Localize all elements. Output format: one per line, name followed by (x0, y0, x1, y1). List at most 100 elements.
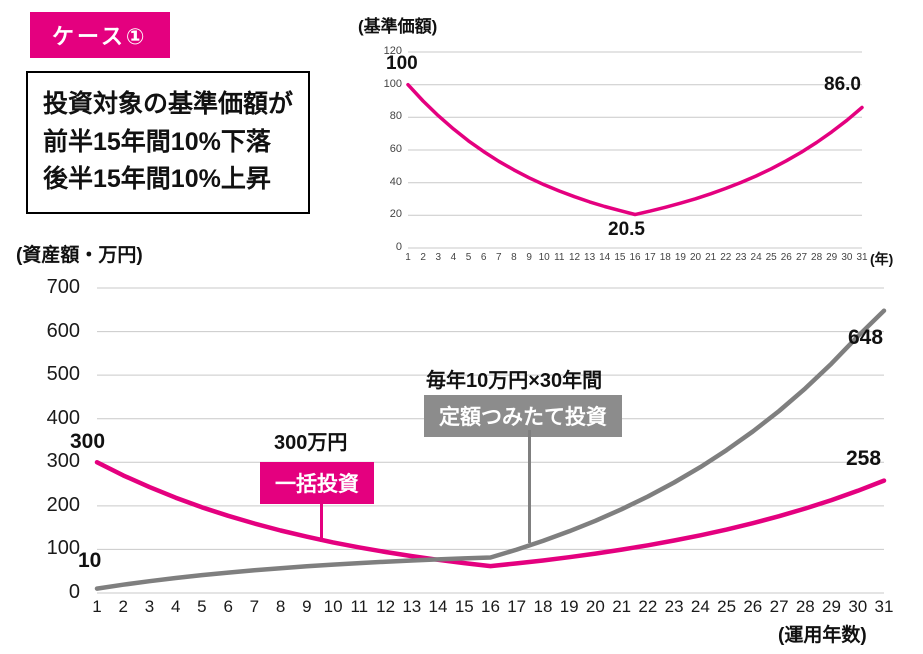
x-tick-label: 21 (612, 597, 632, 616)
installment-start-value: 10 (78, 549, 102, 572)
y-tick-label: 100 (383, 77, 402, 90)
y-tick-label: 600 (46, 319, 80, 342)
y-tick-label: 500 (46, 363, 80, 386)
x-tick-label: 20 (585, 597, 605, 616)
asset-chart-plot (94, 287, 887, 594)
x-tick-label: 4 (450, 252, 457, 263)
x-tick-label: 16 (481, 597, 500, 616)
asset-chart-svg (94, 287, 887, 594)
x-tick-label: 24 (750, 252, 762, 263)
x-tick-label: 10 (323, 597, 343, 616)
x-tick-label: 25 (717, 597, 737, 616)
x-tick-label: 28 (795, 597, 815, 616)
x-tick-label: 14 (599, 252, 611, 263)
x-tick-label: 17 (644, 252, 656, 263)
x-tick-label: 31 (856, 252, 868, 263)
asset-chart-x-axis-label: (運用年数) (778, 625, 867, 646)
x-tick-label: 22 (720, 252, 732, 263)
x-tick-label: 14 (428, 597, 448, 616)
x-tick-label: 28 (811, 252, 823, 263)
x-tick-label: 17 (507, 597, 527, 616)
y-tick-label: 100 (46, 537, 80, 560)
x-tick-label: 6 (480, 252, 487, 263)
asset-chart-y-axis: 0 100 200 300 400 500 600 700 (20, 276, 80, 603)
nav-chart-x-axis-label: (年) (870, 251, 894, 267)
lump-sum-start-value: 300 (70, 430, 106, 453)
description-line-1: 投資対象の基準価額が (43, 90, 294, 118)
x-tick-label: 7 (249, 597, 260, 616)
y-tick-label: 20 (389, 208, 402, 221)
installment-label-box: 定額つみたて投資 (424, 395, 622, 437)
lump-sum-end-value: 258 (846, 447, 882, 470)
nav-annotation-end-value: 86.0 (824, 74, 861, 95)
x-tick-label: 12 (376, 597, 396, 616)
x-tick-label: 6 (223, 597, 233, 616)
nav-chart-title: (基準価額) (358, 17, 438, 36)
series-line-一括投資 (94, 460, 887, 569)
lump-sum-label-box: 一括投資 (260, 462, 374, 504)
x-tick-label: 24 (690, 597, 710, 616)
y-tick-label: 400 (46, 406, 80, 429)
x-tick-label: 27 (769, 597, 789, 616)
x-tick-label: 21 (705, 252, 717, 263)
series-line-基準価額 (406, 82, 864, 217)
lump-sum-leader-line (320, 498, 323, 542)
x-tick-label: 10 (538, 252, 550, 263)
description-line-2: 前半15年間10%下落 (43, 127, 271, 156)
x-tick-label: 18 (533, 597, 553, 616)
installment-end-value: 648 (848, 326, 884, 349)
x-tick-label: 23 (664, 597, 684, 616)
x-tick-label: 9 (302, 597, 312, 616)
x-tick-label: 26 (780, 252, 792, 263)
x-tick-label: 15 (454, 597, 474, 616)
x-tick-label: 2 (420, 252, 426, 263)
x-tick-label: 18 (659, 252, 671, 263)
nav-chart-svg (406, 51, 864, 249)
y-tick-label: 40 (389, 175, 402, 188)
nav-chart-y-axis: 0 20 40 60 80 100 120 (366, 45, 402, 253)
x-tick-label: 11 (554, 252, 565, 263)
nav-chart-x-axis: 1 2 3 4 5 6 7 8 9 10 11 12 13 14 15 16 17 18 19 20 21 22 23 24 2… (405, 252, 867, 266)
x-tick-label: 26 (743, 597, 763, 616)
x-tick-label: 16 (629, 252, 641, 263)
x-tick-label: 1 (92, 597, 102, 616)
x-tick-label: 29 (826, 252, 838, 263)
y-tick-label: 120 (383, 45, 402, 57)
installment-note: 毎年10万円×30年間 (426, 370, 603, 392)
x-tick-label: 27 (795, 252, 808, 263)
lump-sum-note: 300万円 (274, 432, 348, 454)
y-tick-label: 60 (389, 143, 402, 155)
x-tick-label: 13 (402, 597, 422, 616)
description-box: 投資対象の基準価額が 前半15年間10%下落 後半15年間10%上昇 (26, 71, 311, 214)
x-tick-label: 30 (841, 252, 853, 263)
y-tick-label: 0 (68, 581, 80, 603)
nav-annotation-start-value: 100 (386, 53, 418, 74)
x-tick-label: 25 (765, 252, 777, 263)
x-tick-label: 29 (822, 597, 841, 616)
x-tick-label: 3 (435, 252, 442, 263)
x-tick-label: 13 (584, 252, 596, 263)
y-tick-label: 300 (46, 450, 80, 473)
x-tick-label: 3 (144, 597, 155, 616)
x-tick-label: 11 (350, 597, 369, 616)
installment-leader-line (528, 430, 531, 543)
x-tick-label: 12 (568, 252, 581, 263)
x-tick-label: 31 (874, 597, 894, 616)
x-tick-label: 7 (496, 252, 502, 263)
asset-chart-title: (資産額・万円) (16, 245, 143, 266)
x-tick-label: 4 (170, 597, 181, 616)
x-tick-label: 5 (465, 252, 472, 263)
x-tick-label: 9 (526, 252, 532, 263)
nav-chart-plot (406, 51, 864, 249)
x-tick-label: 15 (614, 252, 626, 263)
y-tick-label: 700 (46, 276, 80, 298)
x-tick-label: 19 (559, 597, 579, 616)
x-tick-label: 5 (197, 597, 207, 616)
case-badge: ケース① (30, 12, 170, 58)
x-tick-label: 2 (118, 597, 128, 616)
nav-annotation-min-value: 20.5 (608, 219, 645, 240)
x-tick-label: 19 (674, 252, 686, 263)
x-tick-label: 1 (405, 252, 411, 263)
y-tick-label: 0 (395, 241, 402, 253)
